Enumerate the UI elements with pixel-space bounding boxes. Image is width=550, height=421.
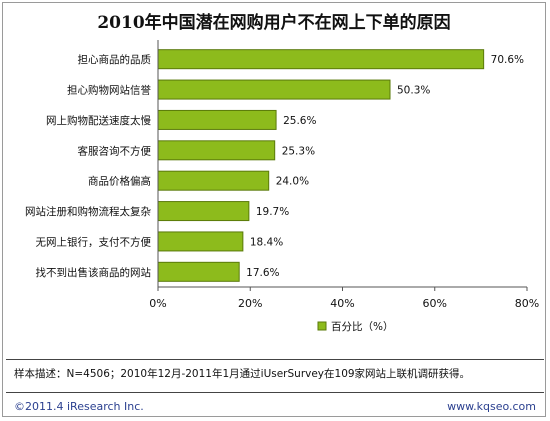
bar-chart: 担心商品的品质担心购物网站信誉网上购物配送速度太慢客服咨询不方便商品价格偏高网站… xyxy=(25,40,539,333)
bar-6 xyxy=(157,231,244,252)
website: www.kqseo.com xyxy=(447,400,536,413)
x-tick-label-0: 0% xyxy=(149,297,166,310)
bar-5 xyxy=(157,201,250,222)
axes xyxy=(157,40,528,291)
bar-3 xyxy=(157,140,276,161)
category-label-7: 找不到出售该商品的网站 xyxy=(36,266,152,279)
x-tick-label-3: 60% xyxy=(423,297,447,310)
bar-1 xyxy=(157,79,391,100)
legend-swatch xyxy=(317,321,327,331)
x-tick-labels: 0% 20% 40% 60% 80% xyxy=(149,297,539,310)
divider-bottom xyxy=(6,392,544,393)
category-label-3: 客服咨询不方便 xyxy=(78,144,152,157)
divider-top xyxy=(6,359,544,360)
legend-label: 百分比（%） xyxy=(331,320,393,333)
value-labels: 70.6% 50.3% 25.6% 25.3% 24.0% 19.7% 18.4% 17.6% xyxy=(246,54,524,279)
bar-4 xyxy=(157,170,270,191)
copyright: ©2011.4 iResearch Inc. xyxy=(14,400,144,413)
chart-title: 2010年中国潜在网购用户不在网上下单的原因 xyxy=(97,13,451,33)
legend: 百分比（%） xyxy=(317,320,393,333)
bar-0 xyxy=(157,49,485,70)
category-label-6: 无网上银行，支付不方便 xyxy=(36,235,152,248)
x-tick-label-1: 20% xyxy=(238,297,262,310)
category-label-0: 担心商品的品质 xyxy=(78,53,152,66)
category-label-4: 商品价格偏高 xyxy=(88,175,151,188)
bar-2 xyxy=(157,109,277,130)
bar-7 xyxy=(157,261,240,282)
value-label-2: 25.6% xyxy=(283,115,316,127)
value-label-7: 17.6% xyxy=(246,267,279,279)
value-label-4: 24.0% xyxy=(276,176,309,188)
category-labels: 担心商品的品质担心购物网站信誉网上购物配送速度太慢客服咨询不方便商品价格偏高网站… xyxy=(25,53,151,279)
x-tick-label-2: 40% xyxy=(330,297,354,310)
category-label-1: 担心购物网站信誉 xyxy=(67,84,151,97)
value-label-0: 70.6% xyxy=(491,54,524,66)
x-tick-label-4: 80% xyxy=(515,297,539,310)
value-label-5: 19.7% xyxy=(256,206,289,218)
category-label-2: 网上购物配送速度太慢 xyxy=(46,114,151,127)
value-label-3: 25.3% xyxy=(282,145,315,157)
bars xyxy=(157,49,485,282)
value-label-1: 50.3% xyxy=(397,85,430,97)
value-label-6: 18.4% xyxy=(250,236,283,248)
sample-note: 样本描述：N=4506；2010年12月-2011年1月通过iUserSurve… xyxy=(14,368,471,380)
chart-frame xyxy=(2,2,546,417)
category-label-5: 网站注册和购物流程太复杂 xyxy=(25,205,151,218)
